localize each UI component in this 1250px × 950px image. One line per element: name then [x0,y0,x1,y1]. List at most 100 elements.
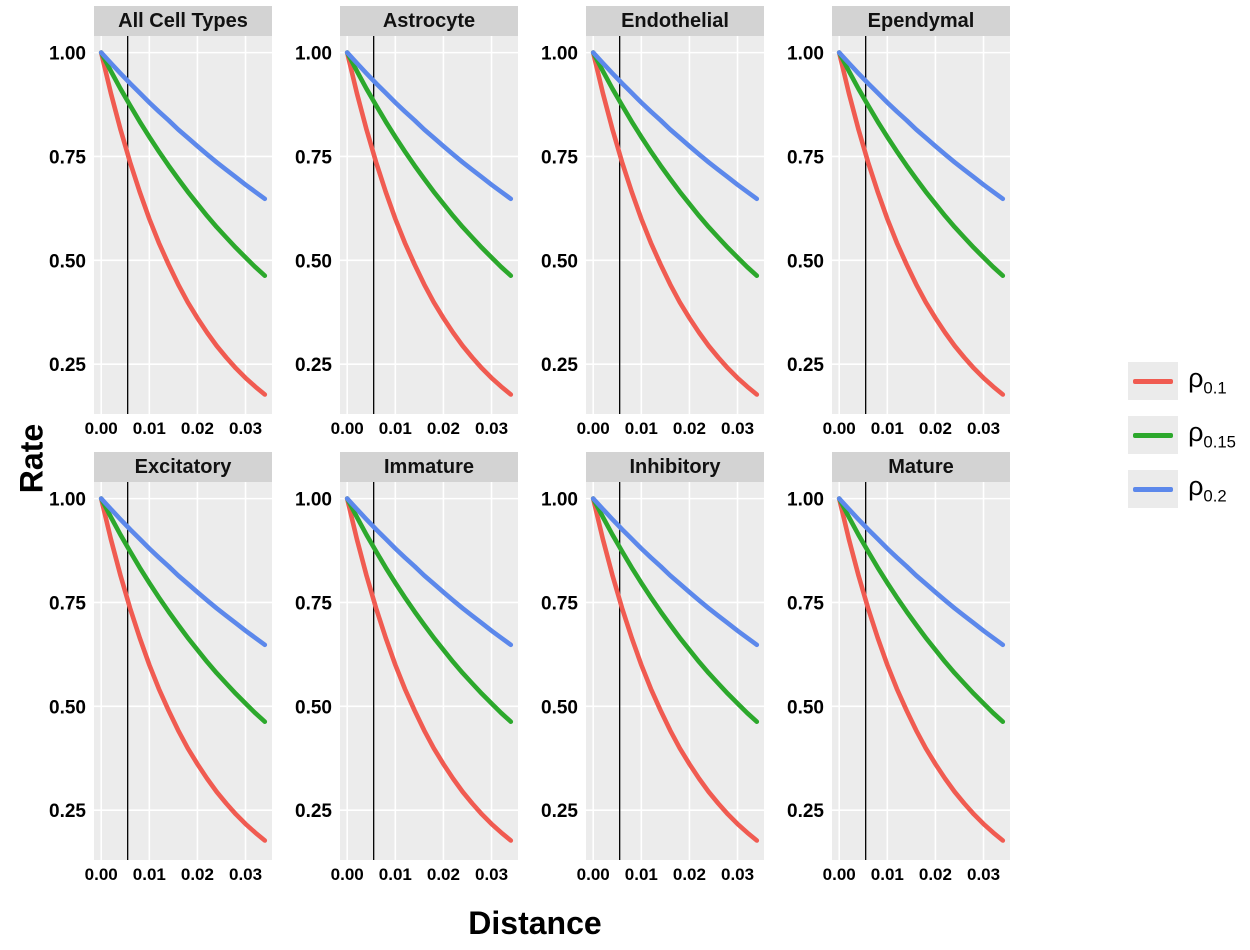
panel-background [586,36,764,414]
facet-mature: Mature 1.00 0.75 0.50 0.25 0.00 0.01 0.02 0.03 [774,452,1010,886]
y-tick-label: 0.75 [541,147,578,168]
x-tick-label: 0.00 [331,419,364,438]
decay-curve-rho_0.15 [344,50,514,278]
legend-item-rho-0.2: ρ0.2 [1128,470,1236,508]
legend-key [1128,416,1179,454]
y-tick-label: 0.25 [787,801,824,822]
legend-item-rho-0.1: ρ0.1 [1128,362,1236,400]
panel-background [94,482,272,860]
decay-curve-rho_0.2 [590,496,760,648]
y-tick-label: 1.00 [49,44,86,65]
facet-ependymal: Ependymal 1.00 0.75 0.50 0.25 0.00 0.01 0.02 0.… [774,6,1010,440]
y-tick-label: 0.50 [49,251,86,272]
legend-key-line-icon [1133,378,1174,384]
facet-grid: All Cell Types 1.00 0.75 0.50 0.25 0.00 0.01 0… [36,6,1010,886]
x-tick-label: 0.03 [229,419,262,438]
decay-curve-rho_0.2 [344,50,514,202]
decay-curve-rho_0.1 [344,50,514,397]
decay-curve-rho_0.2 [836,496,1006,648]
y-tick-label: 0.25 [295,801,332,822]
facet-title: Astrocyte [340,6,518,36]
x-tick-label: 0.01 [625,419,658,438]
x-tick-label: 0.00 [85,419,118,438]
y-tick-label: 0.50 [49,697,86,718]
x-tick-label: 0.01 [871,419,904,438]
facet-plot-area: 1.00 0.75 0.50 0.25 0.00 0.01 0.02 0.03 [49,482,272,884]
legend-label: ρ0.15 [1188,417,1236,452]
decay-curve-rho_0.1 [590,50,760,397]
facet-plot-area: 1.00 0.75 0.50 0.25 0.00 0.01 0.02 0.03 [541,482,764,884]
y-tick-label: 0.25 [541,801,578,822]
legend-key-line-icon [1133,486,1174,492]
y-tick-label: 0.75 [787,147,824,168]
decay-curve-rho_0.15 [590,50,760,278]
panel-background [832,482,1010,860]
decay-curve-rho_0.2 [590,50,760,202]
y-tick-label: 0.25 [787,355,824,376]
y-tick-label: 0.50 [787,697,824,718]
legend-label-symbol: ρ [1188,363,1204,394]
x-tick-label: 0.00 [823,419,856,438]
y-tick-label: 0.25 [295,355,332,376]
panel-background [586,482,764,860]
facet-title: Immature [340,452,518,482]
legend-label-subscript: 0.2 [1203,486,1227,506]
facet-inhibitory: Inhibitory 1.00 0.75 0.50 0.25 0.00 0.01 0.02 0… [528,452,764,886]
y-tick-label: 1.00 [541,490,578,511]
facet-title: Ependymal [832,6,1010,36]
decay-curve-rho_0.1 [836,50,1006,397]
legend-label-symbol: ρ [1188,471,1204,502]
x-tick-label: 0.03 [967,419,1000,438]
x-tick-label: 0.00 [331,865,364,884]
y-tick-label: 1.00 [295,490,332,511]
legend-label-subscript: 0.1 [1203,378,1227,398]
y-tick-label: 0.75 [49,593,86,614]
decay-curve-rho_0.15 [344,496,514,724]
facet-plot-area: 1.00 0.75 0.50 0.25 0.00 0.01 0.02 0.03 [295,36,518,438]
y-tick-label: 0.50 [541,251,578,272]
legend-item-rho-0.15: ρ0.15 [1128,416,1236,454]
facet-title: All Cell Types [94,6,272,36]
facet-plot-area: 1.00 0.75 0.50 0.25 0.00 0.01 0.02 0.03 [541,36,764,438]
x-tick-label: 0.00 [823,865,856,884]
facet-title: Excitatory [94,452,272,482]
legend-key [1128,470,1179,508]
decay-curve-rho_0.15 [836,496,1006,724]
decay-curve-rho_0.2 [344,496,514,648]
legend-key [1128,362,1179,400]
decay-curve-rho_0.2 [836,50,1006,202]
x-tick-label: 0.02 [919,865,952,884]
x-tick-label: 0.01 [379,865,412,884]
x-tick-label: 0.01 [625,865,658,884]
decay-curve-rho_0.1 [98,496,268,843]
x-tick-label: 0.02 [181,419,214,438]
x-axis-title: Distance [468,905,602,941]
x-tick-label: 0.01 [871,865,904,884]
x-tick-label: 0.02 [673,865,706,884]
y-tick-label: 1.00 [49,490,86,511]
facet-excitatory: Excitatory 1.00 0.75 0.50 0.25 0.00 0.01 0.02 0… [36,452,272,886]
x-tick-label: 0.03 [475,419,508,438]
x-tick-label: 0.02 [427,419,460,438]
facet-plot-area: 1.00 0.75 0.50 0.25 0.00 0.01 0.02 0.03 [787,36,1010,438]
decay-curve-rho_0.15 [98,496,268,724]
y-tick-label: 0.25 [49,801,86,822]
decay-curve-rho_0.15 [836,50,1006,278]
panel-background [832,36,1010,414]
facet-immature: Immature 1.00 0.75 0.50 0.25 0.00 0.01 0.02 0.0… [282,452,518,886]
y-tick-label: 0.50 [295,251,332,272]
facet-endothelial: Endothelial 1.00 0.75 0.50 0.25 0.00 0.01 0.02… [528,6,764,440]
x-tick-label: 0.03 [967,865,1000,884]
legend-label: ρ0.2 [1188,471,1227,506]
x-tick-label: 0.02 [427,865,460,884]
facet-astrocyte: Astrocyte 1.00 0.75 0.50 0.25 0.00 0.01 0.02 0.… [282,6,518,440]
facet-plot-area: 1.00 0.75 0.50 0.25 0.00 0.01 0.02 0.03 [787,482,1010,884]
y-tick-label: 0.75 [49,147,86,168]
x-tick-label: 0.03 [229,865,262,884]
x-tick-label: 0.01 [379,419,412,438]
panel-background [340,36,518,414]
facet-title: Endothelial [586,6,764,36]
y-tick-label: 0.25 [49,355,86,376]
y-tick-label: 0.75 [295,147,332,168]
facet-all-cell-types: All Cell Types 1.00 0.75 0.50 0.25 0.00 0.01 0… [36,6,272,440]
